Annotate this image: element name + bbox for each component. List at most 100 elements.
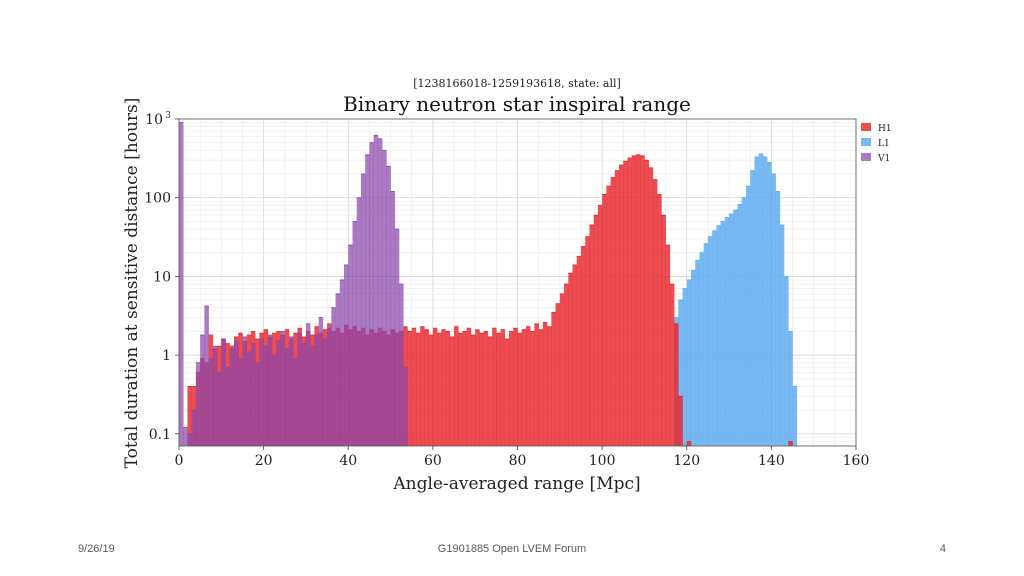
x-tick-label: 120 <box>673 453 700 469</box>
footer-title: G1901885 Open LVEM Forum <box>437 543 587 555</box>
legend: H1 L1 V1 <box>861 123 892 164</box>
x-tick-label: 80 <box>509 453 527 469</box>
legend-label-l1: L1 <box>878 139 890 149</box>
bar-h1 <box>580 246 586 446</box>
bar-h1 <box>610 177 616 447</box>
bar-l1 <box>779 224 785 446</box>
bar-l1 <box>745 186 751 447</box>
bar-v1 <box>327 328 332 446</box>
bar-h1 <box>572 264 578 446</box>
chart-subtitle: [1238166018-1259193618, state: all] <box>413 77 621 90</box>
x-tick-label: 0 <box>175 453 184 469</box>
bar-v1 <box>373 135 379 446</box>
legend-swatch-l1 <box>861 138 871 146</box>
bar-v1 <box>242 336 247 446</box>
bar-h1 <box>635 154 641 446</box>
bar-l1 <box>784 276 789 446</box>
bar-h1 <box>513 328 518 446</box>
page-number: 4 <box>939 543 946 555</box>
bar-h1 <box>504 339 510 446</box>
bar-l1 <box>716 225 721 446</box>
bar-v1 <box>179 122 184 446</box>
bar-h1 <box>547 326 552 446</box>
bar-h1 <box>411 328 417 446</box>
bar-l1 <box>695 260 700 446</box>
bar-h1 <box>788 441 793 446</box>
bar-h1 <box>631 155 637 446</box>
bar-l1 <box>703 243 709 446</box>
bar-h1 <box>674 323 679 446</box>
bar-v1 <box>403 367 408 446</box>
bar-v1 <box>382 150 387 446</box>
bar-v1 <box>322 339 328 446</box>
bar-v1 <box>284 348 290 446</box>
x-tick-label: 140 <box>758 453 785 469</box>
bar-v1 <box>318 317 324 446</box>
bar-v1 <box>267 335 273 446</box>
bar-v1 <box>344 264 349 446</box>
bar-l1 <box>733 209 738 446</box>
bar-h1 <box>487 336 493 446</box>
bar-v1 <box>276 341 281 446</box>
bar-h1 <box>648 167 654 446</box>
bar-v1 <box>314 335 319 446</box>
bar-h1 <box>602 194 607 446</box>
bar-v1 <box>221 339 226 446</box>
bar-v1 <box>297 333 303 446</box>
bar-h1 <box>466 328 472 446</box>
series-l1 <box>674 153 798 447</box>
bar-h1 <box>517 333 523 446</box>
legend-swatch-h1 <box>861 123 871 131</box>
bar-h1 <box>652 179 658 447</box>
bar-h1 <box>454 326 459 446</box>
bar-v1 <box>229 348 235 446</box>
x-tick-label: 20 <box>255 453 273 469</box>
bar-l1 <box>712 230 717 446</box>
bar-h1 <box>420 326 425 446</box>
bar-v1 <box>250 343 256 446</box>
bar-h1 <box>669 284 675 446</box>
bar-l1 <box>758 153 764 446</box>
bar-h1 <box>509 331 514 446</box>
bar-l1 <box>788 331 793 446</box>
bar-v1 <box>305 323 311 446</box>
bar-v1 <box>225 367 231 446</box>
histogram-bars <box>179 122 798 447</box>
bar-h1 <box>462 331 468 446</box>
bar-v1 <box>293 358 298 446</box>
legend-swatch-v1 <box>861 153 871 161</box>
bar-v1 <box>301 343 307 446</box>
bar-l1 <box>720 221 726 446</box>
bar-v1 <box>352 221 358 446</box>
chart-title: Binary neutron star inspiral range <box>343 92 691 116</box>
bar-v1 <box>310 346 315 446</box>
bar-h1 <box>534 323 539 446</box>
bar-l1 <box>771 174 776 446</box>
bar-h1 <box>424 329 429 446</box>
bar-l1 <box>775 191 781 446</box>
bar-h1 <box>525 326 531 446</box>
bar-v1 <box>234 341 239 446</box>
bar-v1 <box>238 358 243 446</box>
bar-h1 <box>187 386 192 446</box>
bar-v1 <box>348 245 353 446</box>
bar-v1 <box>200 335 205 446</box>
bar-v1 <box>369 142 374 447</box>
bar-v1 <box>191 410 197 446</box>
bar-h1 <box>623 161 628 446</box>
bar-v1 <box>386 166 391 446</box>
bar-h1 <box>407 331 413 446</box>
bar-h1 <box>483 331 489 446</box>
bar-l1 <box>699 252 704 446</box>
y-tick-label: 100 <box>144 191 171 207</box>
bar-h1 <box>458 333 463 446</box>
bar-v1 <box>187 433 192 446</box>
bar-v1 <box>360 174 366 446</box>
y-tick-label: 10 <box>153 269 171 285</box>
bar-h1 <box>432 328 438 446</box>
bar-v1 <box>339 280 345 446</box>
bar-v1 <box>365 154 370 446</box>
